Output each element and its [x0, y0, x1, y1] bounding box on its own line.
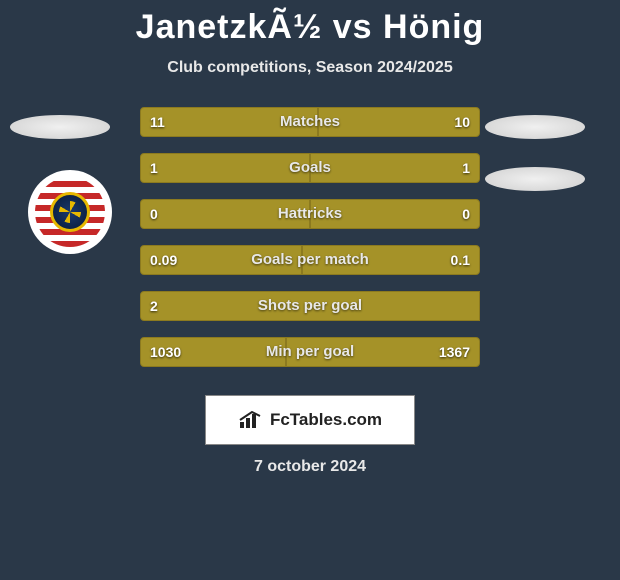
stat-label: Min per goal — [140, 337, 480, 367]
footer-date: 7 october 2024 — [0, 458, 620, 476]
club-badge-stripes — [35, 177, 105, 247]
brand-box[interactable]: FcTables.com — [205, 395, 415, 445]
stat-label: Shots per goal — [140, 291, 480, 321]
stat-row: 10301367Min per goal — [140, 337, 480, 367]
stat-row: 0.090.1Goals per match — [140, 245, 480, 275]
stat-label: Matches — [140, 107, 480, 137]
stat-row: 11Goals — [140, 153, 480, 183]
subtitle: Club competitions, Season 2024/2025 — [0, 59, 620, 77]
stat-label: Goals — [140, 153, 480, 183]
player-right-placeholder-2 — [485, 167, 585, 191]
stats-table: 1110Matches 11Goals 00Hattricks 0.090.1Goal… — [140, 107, 480, 383]
player-right-placeholder-1 — [485, 115, 585, 139]
stat-label: Goals per match — [140, 245, 480, 275]
club-badge — [28, 170, 112, 254]
brand-text: FcTables.com — [270, 410, 382, 430]
stat-row: 2Shots per goal — [140, 291, 480, 321]
stat-row: 1110Matches — [140, 107, 480, 137]
page-title: JanetzkÃ½ vs Hönig — [0, 0, 620, 47]
stat-label: Hattricks — [140, 199, 480, 229]
stat-row: 00Hattricks — [140, 199, 480, 229]
club-badge-center — [50, 192, 90, 232]
player-left-placeholder — [10, 115, 110, 139]
brand-chart-icon — [238, 410, 264, 430]
